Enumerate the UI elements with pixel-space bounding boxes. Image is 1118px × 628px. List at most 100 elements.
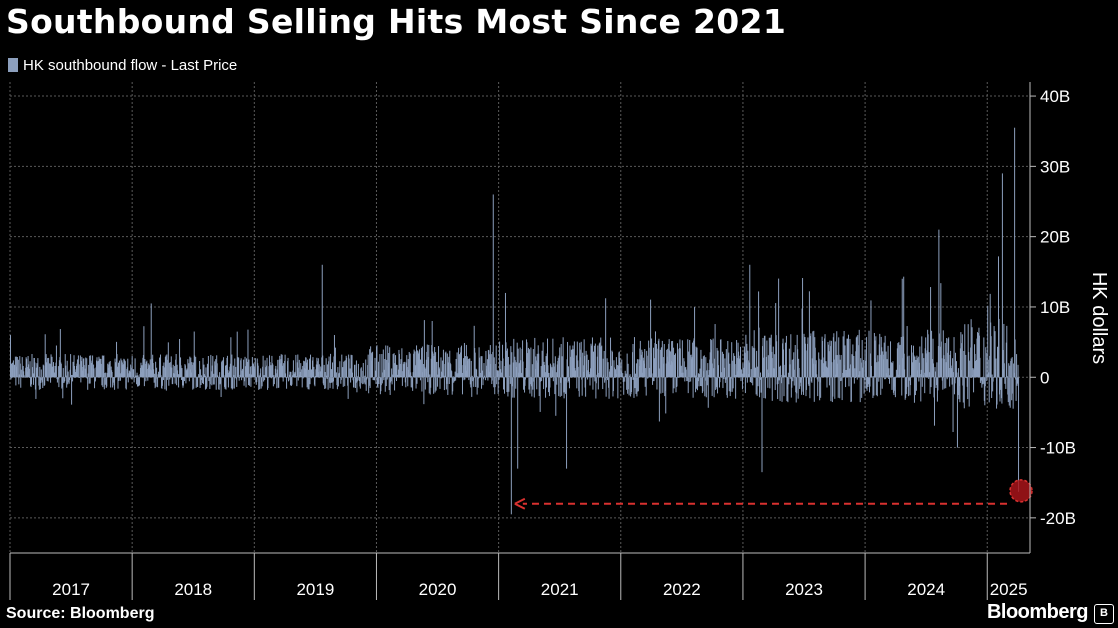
flow-bar [990, 336, 992, 378]
flow-bar [23, 375, 25, 378]
flow-bar [364, 375, 366, 378]
flow-bar [201, 375, 203, 378]
flow-bar [74, 377, 76, 378]
flow-bar [57, 377, 59, 380]
flow-bar [899, 344, 901, 378]
flow-bar [482, 377, 484, 386]
flow-bar [819, 377, 821, 401]
flow-bar [943, 355, 945, 378]
flow-bar [247, 329, 249, 378]
flow-bar [510, 346, 512, 378]
flow-bar [65, 375, 67, 378]
flow-bar [797, 349, 799, 378]
flow-bar [661, 340, 663, 378]
flow-bar [361, 377, 363, 385]
flow-bar [110, 377, 112, 388]
flow-bar [40, 377, 42, 384]
flow-bar [944, 343, 946, 378]
flow-bar [856, 377, 858, 380]
flow-bar [204, 377, 206, 390]
flow-bar [207, 356, 209, 378]
flow-bar [52, 366, 54, 378]
flow-bar [682, 372, 684, 378]
flow-bar [895, 369, 897, 378]
flow-bar [971, 327, 973, 378]
flow-bar [372, 351, 374, 378]
flow-bar [172, 364, 174, 378]
flow-bar [439, 377, 441, 379]
flow-bar [436, 361, 438, 378]
flow-bar [520, 360, 522, 378]
flow-bar [766, 369, 768, 378]
flow-bar [968, 377, 970, 407]
flow-bar [89, 377, 91, 384]
flow-bar [568, 377, 570, 389]
flow-bar [189, 356, 191, 378]
flow-bar [490, 354, 492, 378]
flow-bar [12, 360, 14, 378]
flow-bar [958, 377, 960, 400]
flow-bar [901, 377, 903, 396]
flow-bar [859, 371, 861, 378]
flow-bar [614, 377, 616, 378]
flow-bar [548, 372, 550, 378]
flow-bar [756, 350, 758, 378]
flow-bar [163, 367, 165, 378]
flow-bar [133, 369, 135, 378]
flow-bar [333, 335, 335, 378]
flow-bar [973, 377, 975, 393]
flow-bar [230, 377, 232, 389]
flow-bar [945, 377, 947, 389]
flow-bar [435, 352, 437, 378]
flow-bar [878, 377, 880, 382]
flow-bar [11, 377, 13, 378]
flow-bar [155, 361, 157, 378]
flow-bar [813, 377, 815, 402]
flow-bar [641, 351, 643, 378]
flow-bar [564, 377, 566, 393]
flow-bar [959, 377, 961, 403]
flow-bar [153, 369, 155, 378]
flow-bar [908, 355, 910, 378]
flow-bar [409, 353, 411, 378]
flow-bar [102, 377, 104, 388]
flow-bar [706, 377, 708, 386]
flow-bar [921, 377, 923, 387]
flow-bar [663, 344, 665, 378]
flow-bar [260, 368, 262, 378]
flow-bar [339, 361, 341, 378]
flow-bar [175, 354, 177, 378]
flow-bar [432, 353, 434, 378]
flow-bar [659, 349, 661, 378]
flow-bar [829, 346, 831, 378]
flow-bar [688, 377, 690, 383]
flow-bar [703, 355, 705, 378]
flow-bar [428, 344, 430, 378]
flow-bar [372, 377, 374, 381]
flow-bar [467, 359, 469, 378]
flow-bar [676, 377, 678, 387]
flow-bar [916, 358, 918, 378]
flow-bar [965, 354, 967, 378]
flow-bar [104, 377, 106, 385]
flow-bar [1004, 377, 1006, 384]
flow-bar [258, 375, 260, 378]
flow-bar [21, 357, 23, 378]
flow-bar [774, 354, 776, 378]
flow-bar [778, 278, 780, 378]
flow-bar [849, 364, 851, 378]
flow-bar [170, 356, 172, 378]
flow-bar [193, 377, 195, 389]
flow-bar [270, 365, 272, 378]
flow-bar [538, 353, 540, 378]
flow-bar [184, 365, 186, 378]
flow-bar [477, 376, 479, 378]
flow-bar [681, 340, 683, 378]
flow-bar [1011, 377, 1013, 401]
flow-bar [566, 377, 568, 469]
flow-bar [480, 356, 482, 378]
flow-bar [496, 377, 498, 385]
flow-bar [465, 344, 467, 378]
flow-bar [655, 343, 657, 378]
flow-bar [817, 377, 819, 397]
